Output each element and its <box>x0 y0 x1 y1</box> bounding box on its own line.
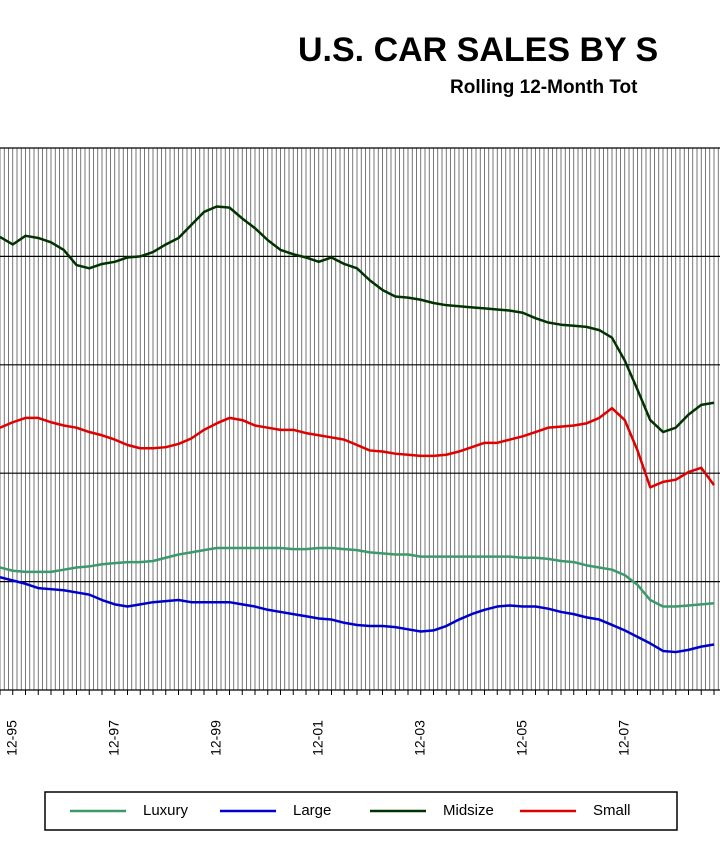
legend-label: Midsize <box>443 802 494 819</box>
legend-box <box>44 791 678 831</box>
series-line <box>0 546 715 608</box>
series-line <box>0 576 715 654</box>
x-tick-label: 12-95 <box>3 720 19 756</box>
legend-label: Large <box>293 802 331 819</box>
x-tick-label: 12-05 <box>513 720 529 756</box>
legend-label: Luxury <box>143 802 189 819</box>
series-line <box>0 406 716 489</box>
chart-subtitle: Rolling 12-Month Tot <box>450 77 638 98</box>
x-tick-label: 12-07 <box>615 720 631 756</box>
x-tick-label: 12-01 <box>309 720 325 756</box>
series-line <box>0 205 715 434</box>
legend-label: Small <box>593 802 631 819</box>
x-tick-label: 12-03 <box>411 720 427 756</box>
x-tick-label: 12-99 <box>207 720 223 756</box>
x-tick-label: 12-97 <box>105 720 121 756</box>
chart-title: U.S. CAR SALES BY S <box>298 31 658 69</box>
